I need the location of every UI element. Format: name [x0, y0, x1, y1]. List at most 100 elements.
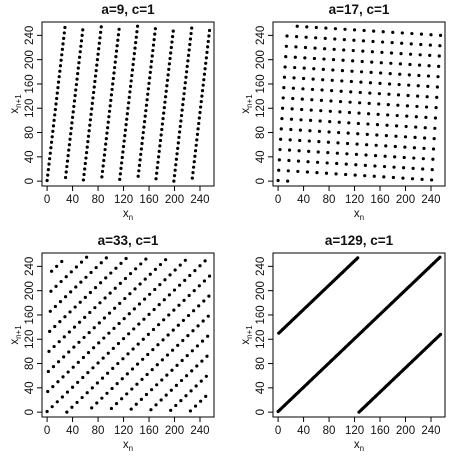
data-point [127, 101, 131, 105]
data-point [202, 299, 206, 303]
data-point [56, 380, 60, 384]
data-point [167, 62, 172, 66]
data-point [188, 42, 192, 47]
data-point [368, 81, 373, 85]
data-point [331, 68, 335, 72]
data-point [109, 406, 114, 411]
data-point [381, 387, 385, 391]
data-point [112, 71, 116, 75]
data-point [199, 105, 203, 109]
data-point [84, 275, 88, 279]
data-point [195, 344, 200, 348]
data-point [121, 357, 125, 361]
data-point [49, 289, 53, 293]
data-point [182, 298, 186, 302]
data-point [413, 135, 417, 140]
data-point [277, 408, 281, 412]
data-point [175, 152, 179, 156]
data-point [139, 147, 143, 151]
data-point [158, 138, 163, 143]
data-point [380, 50, 384, 54]
data-point [62, 36, 66, 41]
data-point [202, 72, 207, 76]
data-point [65, 390, 70, 394]
data-point [375, 133, 379, 137]
data-point [141, 357, 145, 361]
data-point [280, 406, 284, 410]
data-point [365, 143, 369, 147]
data-point [435, 336, 439, 340]
data-point [99, 25, 103, 29]
data-point [113, 306, 117, 310]
data-point [279, 137, 283, 141]
data-point [97, 341, 101, 345]
data-point [80, 33, 84, 37]
data-point [54, 284, 58, 289]
data-point [417, 63, 422, 67]
data-point [109, 271, 113, 275]
data-point [148, 292, 152, 296]
data-point [126, 352, 130, 356]
data-point [53, 113, 57, 117]
y-tick-label: 80 [24, 357, 36, 370]
data-point [169, 388, 173, 392]
data-point [329, 281, 333, 285]
data-point [125, 392, 129, 396]
scatter-points [45, 24, 212, 183]
data-point [136, 342, 140, 346]
x-tick-label: 240 [190, 425, 209, 437]
data-point [137, 163, 142, 167]
data-point [91, 96, 95, 100]
y-tick-label: 80 [255, 126, 267, 139]
data-point [95, 381, 100, 385]
data-point [63, 25, 67, 30]
data-point [297, 149, 301, 153]
data-point [391, 377, 395, 381]
data-point [433, 116, 438, 120]
data-point [86, 371, 90, 375]
data-point [144, 103, 149, 107]
data-point [181, 103, 185, 107]
data-point [146, 87, 150, 91]
data-point [406, 286, 410, 290]
y-tick-label: 120 [24, 330, 36, 349]
data-point [87, 330, 91, 335]
data-point [312, 56, 317, 61]
data-point [434, 106, 438, 110]
data-point [79, 44, 83, 48]
data-point [279, 127, 283, 131]
data-point [116, 33, 121, 37]
data-point [356, 333, 360, 337]
data-point [76, 66, 80, 70]
data-point [315, 372, 320, 376]
data-point [286, 169, 290, 173]
data-point [105, 391, 109, 395]
data-point [121, 144, 126, 149]
data-point [331, 357, 335, 361]
data-point [354, 152, 359, 157]
data-point [149, 59, 154, 64]
data-point [122, 317, 126, 321]
data-point [414, 278, 418, 282]
data-point [90, 406, 94, 410]
data-point [431, 261, 436, 265]
data-point [70, 385, 75, 389]
data-point [337, 120, 341, 124]
data-point [55, 96, 59, 101]
data-point [116, 361, 120, 366]
data-point [66, 370, 70, 374]
data-point [47, 349, 51, 353]
data-point [341, 347, 345, 352]
data-point [174, 157, 179, 161]
data-point [354, 163, 358, 167]
data-point [142, 297, 147, 301]
data-point [46, 389, 50, 394]
data-point [331, 279, 336, 283]
data-point [338, 350, 343, 354]
data-point [396, 103, 400, 107]
data-point [383, 154, 387, 158]
data-point [146, 92, 150, 96]
y-axis-label: xn+1 [9, 325, 23, 345]
data-point [170, 40, 174, 44]
data-point [197, 121, 201, 126]
